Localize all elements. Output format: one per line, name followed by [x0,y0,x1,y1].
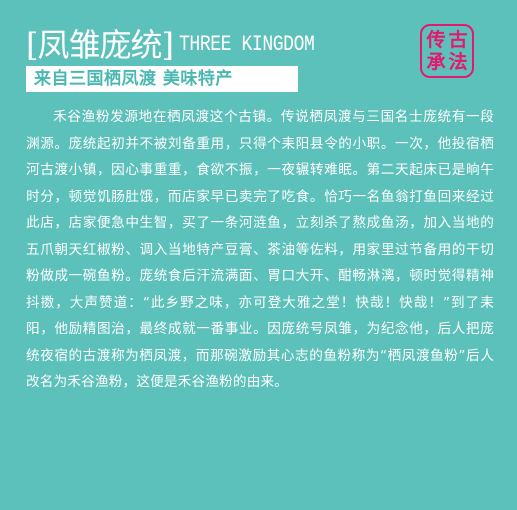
subtitle-banner: 来自三国栖凤渡 美味特产 [26,66,298,92]
title-english: THREE KINGDOM [178,32,315,57]
seal-char-2: 古 [448,29,468,51]
subtitle-text: 来自三国栖凤渡 美味特产 [34,69,233,89]
title-chinese: [凤雏庞统] [26,26,174,64]
header-title: [凤雏庞统] THREE KINGDOM [26,27,344,63]
seal-stamp-logo: 传 古 承 法 [420,24,474,78]
seal-char-1: 传 [426,29,446,51]
seal-char-3: 承 [426,51,446,73]
story-paragraph: 禾谷渔粉发源地在栖凤渡这个古镇。传说栖凤渡与三国名士庞统有一段渊源。庞统起初并不… [26,109,494,390]
seal-char-4: 法 [448,51,468,73]
